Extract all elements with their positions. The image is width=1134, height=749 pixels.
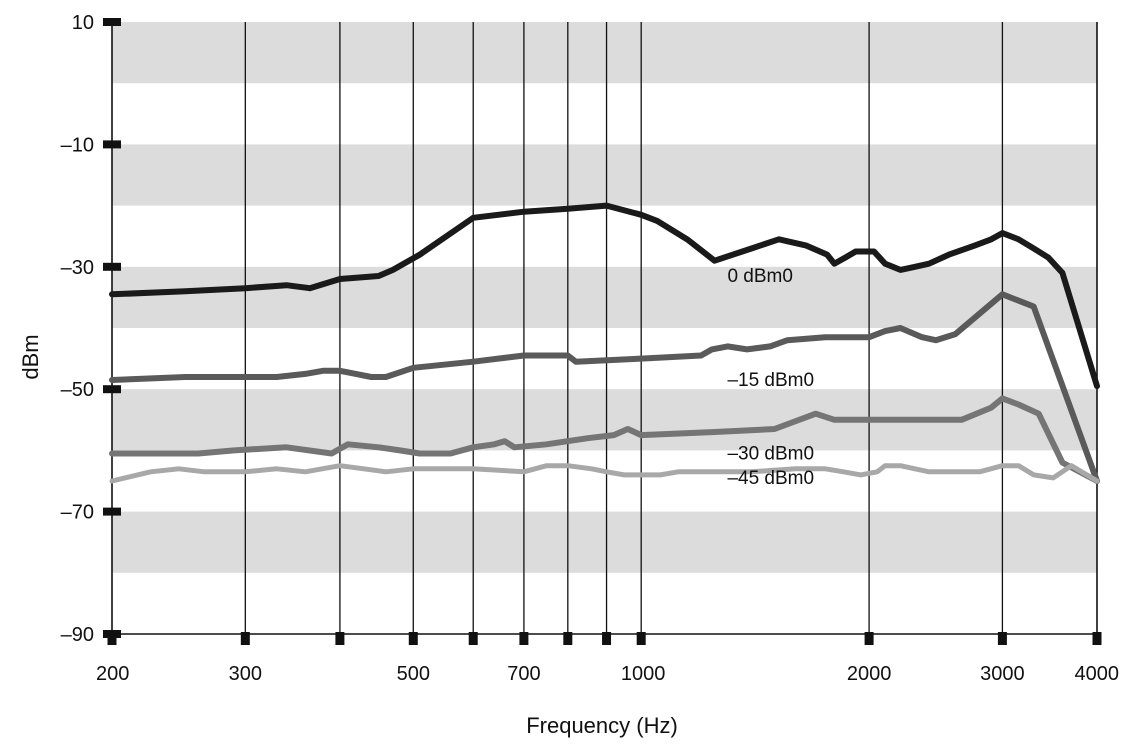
y-tick-label: –50 <box>61 379 94 401</box>
x-tick-mark <box>563 632 573 645</box>
x-tick-mark <box>1092 632 1102 645</box>
x-tick-label: 3000 <box>980 663 1025 685</box>
y-tick-label: –10 <box>61 134 94 156</box>
x-tick-mark <box>107 632 117 645</box>
x-tick-label: 4000 <box>1075 663 1120 685</box>
series-label-1: –15 dBm0 <box>727 370 814 391</box>
vertical-gridlines <box>244 22 1004 634</box>
y-tick-label: –70 <box>61 502 94 524</box>
y-tick-mark <box>103 262 121 271</box>
series-line-3 <box>109 463 1100 484</box>
background-bands <box>112 22 1097 573</box>
y-tick-label: –30 <box>61 257 94 279</box>
x-tick-label: 1000 <box>621 663 666 685</box>
band-2 <box>112 266 1097 328</box>
series-label-2: –30 dBm0 <box>727 444 814 465</box>
x-tick-mark <box>468 632 478 645</box>
y-tick-label: 10 <box>72 12 94 34</box>
series-line-0 <box>109 202 1100 390</box>
x-tick-labels: 200 300 500 700 1000 2000 3000 4000 <box>96 663 1119 685</box>
x-tick-mark <box>602 632 612 645</box>
band-4 <box>112 511 1097 573</box>
x-tick-label: 2000 <box>847 663 892 685</box>
series-line-2 <box>109 395 1100 484</box>
band-0 <box>112 22 1097 84</box>
series-label-3: –45 dBm0 <box>727 468 814 489</box>
band-1 <box>112 144 1097 206</box>
x-tick-label: 200 <box>96 663 129 685</box>
series-labels: 0 dBm0 –15 dBm0 –30 dBm0 –45 dBm0 <box>727 266 814 489</box>
y-tick-mark <box>103 18 121 26</box>
x-tick-mark <box>864 632 874 645</box>
y-tick-mark <box>103 140 121 149</box>
x-tick-label: 500 <box>397 663 430 685</box>
y-tick-labels: 10 –10 –30 –50 –70 –90 <box>61 12 94 646</box>
x-axis-title: Frequency (Hz) <box>526 713 678 738</box>
y-tick-mark <box>103 507 121 516</box>
x-tick-mark <box>997 632 1007 645</box>
x-tick-mark <box>408 632 418 645</box>
y-tick-label: –90 <box>61 624 94 646</box>
series-label-0: 0 dBm0 <box>727 266 792 287</box>
y-tick-mark <box>103 385 121 394</box>
x-tick-mark <box>240 632 250 645</box>
axes <box>103 18 1102 645</box>
y-axis-title: dBm <box>18 334 43 379</box>
x-tick-mark <box>519 632 529 645</box>
x-tick-label: 300 <box>229 663 262 685</box>
x-tick-mark <box>335 632 345 645</box>
data-series <box>109 202 1100 484</box>
series-line-1 <box>109 291 1100 484</box>
x-tick-label: 700 <box>507 663 540 685</box>
x-tick-mark <box>636 632 646 645</box>
